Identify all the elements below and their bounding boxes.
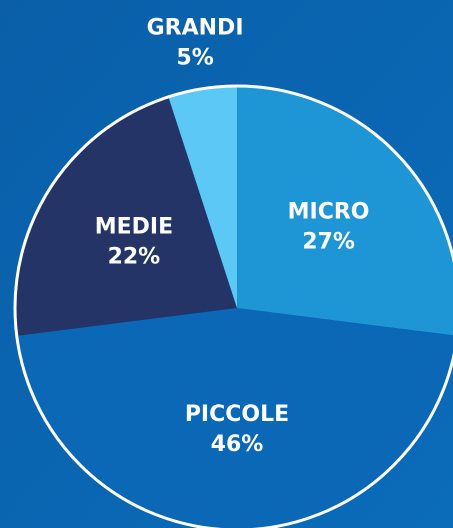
- pie-outline: [13, 84, 453, 528]
- slice-value-label: 27%: [302, 229, 355, 254]
- slice-label: GRANDI: [147, 15, 244, 40]
- slice-label: MEDIE: [95, 215, 173, 240]
- pie-slice: [16, 308, 453, 528]
- slice-value-label: 46%: [211, 432, 264, 457]
- pie: [13, 84, 453, 528]
- slice-label: MICRO: [288, 199, 370, 224]
- labels: MICRO 27% PICCOLE 46% MEDIE 22% GRANDI 5%: [95, 15, 370, 457]
- pie-slice: [14, 96, 237, 336]
- slice-value-label: 5%: [176, 45, 213, 70]
- slice-value-label: 22%: [108, 245, 161, 270]
- pie-slice: [168, 86, 237, 308]
- slice-label: PICCOLE: [185, 402, 289, 427]
- pie-slice: [237, 86, 453, 336]
